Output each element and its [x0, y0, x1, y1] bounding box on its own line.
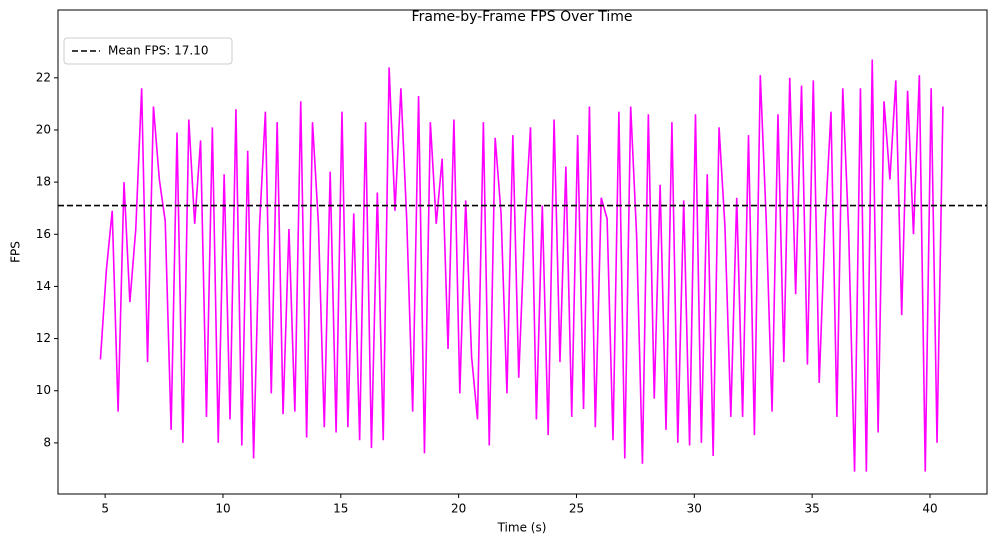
frame	[57, 9, 988, 495]
chart-title: Frame-by-Frame FPS Over Time	[412, 9, 633, 25]
y-tick-label: 18	[36, 175, 51, 189]
y-tick-label: 8	[43, 435, 51, 449]
x-tick-label: 40	[922, 502, 937, 516]
x-tick-label: 10	[215, 502, 230, 516]
y-tick-label: 20	[36, 122, 51, 136]
y-axis-label: FPS	[9, 241, 23, 263]
legend-label: Mean FPS: 17.10	[108, 44, 208, 58]
x-axis-label: Time (s)	[497, 521, 547, 535]
y-tick-label: 10	[36, 383, 51, 397]
x-tick-label: 30	[687, 502, 702, 516]
x-tick-label: 25	[569, 502, 584, 516]
legend-box	[63, 37, 233, 65]
x-tick-label: 35	[804, 502, 819, 516]
fps-line	[99, 59, 944, 472]
x-tick-label: 5	[101, 502, 109, 516]
x-tick-label: 15	[333, 502, 348, 516]
y-tick-label: 14	[36, 279, 51, 293]
y-tick-label: 12	[36, 331, 51, 345]
y-tick-label: 16	[36, 227, 51, 241]
x-tick-label: 20	[451, 502, 466, 516]
y-tick-label: 22	[36, 70, 51, 84]
